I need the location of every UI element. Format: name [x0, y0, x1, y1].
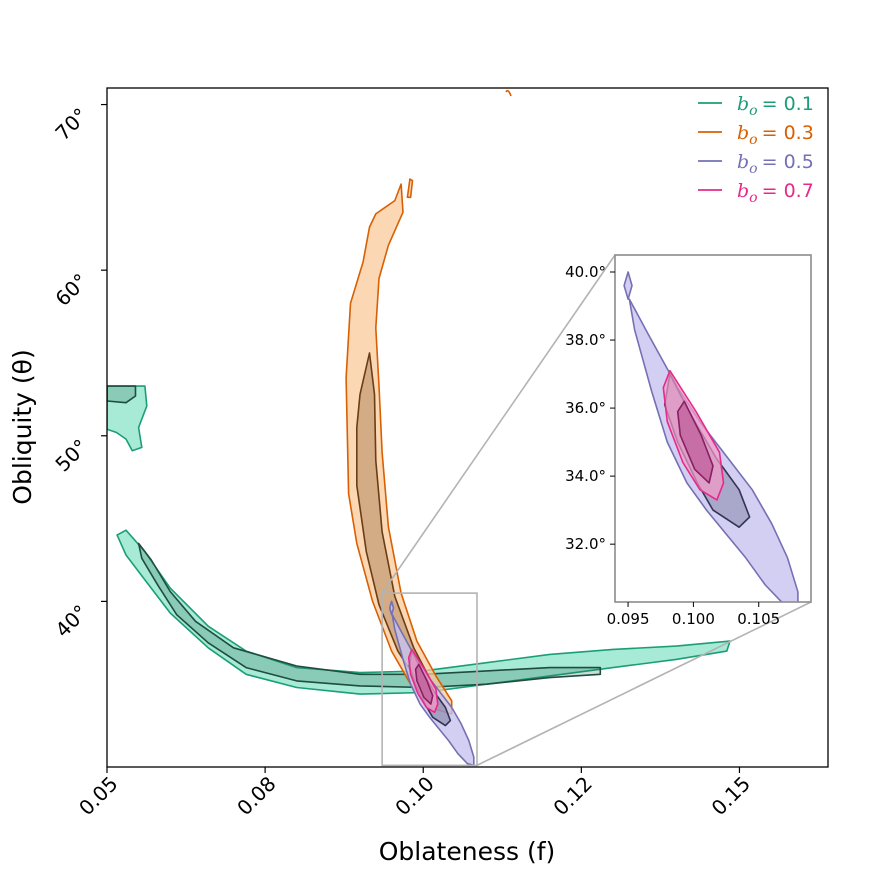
inset-contour-bo-0.7-inner	[676, 400, 714, 484]
contour-bo-0.1-inner	[137, 542, 602, 689]
contour-bo-0.7-inner	[414, 663, 434, 705]
inset-zoom-plot: 0.095 0.100 0.105 32.0° 34.0° 36.0° 38.0° 40.0°	[565, 254, 812, 628]
contour-bo-0.1-outer	[116, 529, 731, 695]
legend-label: bo = 0.7	[737, 180, 814, 206]
x-tick-label: 0.15	[707, 772, 755, 820]
inset-x-tick-label: 0.100	[672, 610, 715, 628]
x-tick-label: 0.12	[548, 772, 596, 820]
main-axes-frame	[106, 87, 829, 768]
legend-entry: bo = 0.7	[698, 180, 814, 206]
contour-bo-0.1-fragment-inner	[107, 385, 137, 404]
inset-y-tick-label: 40.0°	[565, 263, 606, 281]
x-tick-label: 0.08	[232, 772, 280, 820]
contour-bo-0.3-outer	[345, 183, 453, 715]
legend-entry: bo = 0.3	[698, 122, 814, 148]
contour-bo-0.3-fragment	[406, 178, 414, 199]
inset-frame	[614, 254, 812, 603]
inset-x-tick-label: 0.105	[737, 610, 780, 628]
zoom-region-box	[381, 592, 478, 767]
legend-entry: bo = 0.1	[698, 93, 814, 119]
zoom-connector-top	[381, 254, 616, 594]
zoom-connector-bottom	[476, 601, 812, 767]
legend-label: bo = 0.5	[737, 151, 814, 177]
legend-label: bo = 0.3	[737, 122, 814, 148]
contour-bo-0.5-fragment	[388, 600, 395, 616]
contour-bo-0.7-outer	[407, 648, 439, 714]
x-tick-label: 0.05	[74, 772, 122, 820]
legend: bo = 0.1 bo = 0.3 bo = 0.5 bo = 0.7	[698, 93, 814, 206]
y-axis-label: Obliquity (θ)	[8, 349, 37, 504]
y-tick-label: 60°	[50, 269, 92, 311]
y-axis-ticks: 40° 50° 60° 70°	[50, 103, 107, 642]
inset-contour-bo-0.7-outer	[662, 369, 725, 501]
legend-label: bo = 0.1	[737, 93, 814, 119]
x-tick-label: 0.10	[390, 772, 438, 820]
inset-y-tick-label: 34.0°	[565, 467, 606, 485]
inset-contours	[623, 271, 799, 602]
zoom-region	[381, 254, 812, 767]
main-plot-area	[107, 89, 731, 767]
x-axis-ticks: 0.05 0.08 0.10 0.12 0.15	[74, 767, 755, 820]
inset-y-tick-label: 38.0°	[565, 331, 606, 349]
y-tick-label: 40°	[50, 600, 92, 642]
x-axis-label: Oblateness (f)	[379, 837, 556, 866]
inset-x-tick-label: 0.095	[607, 610, 650, 628]
inset-y-tick-label: 32.0°	[565, 535, 606, 553]
inset-contour-bo-0.5-fragment	[623, 271, 633, 300]
legend-entry: bo = 0.5	[698, 151, 814, 177]
inset-y-tick-label: 36.0°	[565, 399, 606, 417]
contour-bo-0.3-top-arc	[505, 89, 512, 97]
y-tick-label: 70°	[50, 103, 92, 145]
y-tick-label: 50°	[50, 434, 92, 476]
